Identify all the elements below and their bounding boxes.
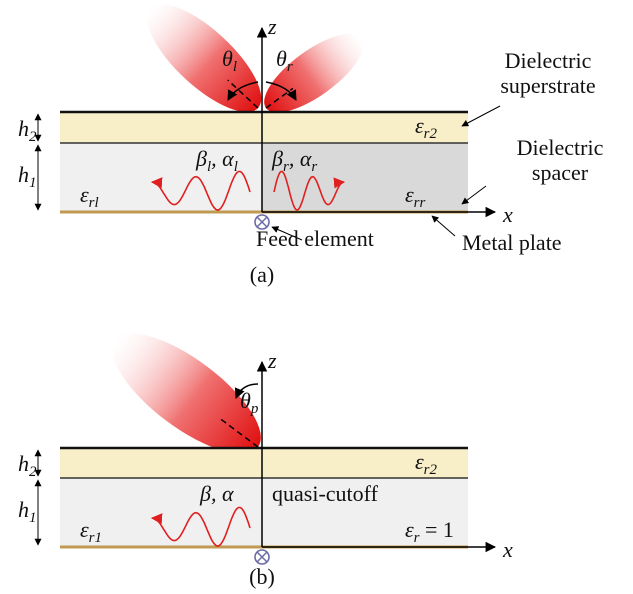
math-part: h	[18, 451, 29, 476]
math-part: 1	[29, 510, 37, 526]
math-label: εr2	[415, 449, 438, 478]
label: superstrate	[500, 73, 595, 98]
label: z	[267, 14, 277, 39]
math-label: εr2	[415, 113, 438, 142]
math-part: l	[233, 59, 237, 75]
math-label: h2	[18, 116, 37, 145]
math-label: βr, αr	[271, 146, 317, 175]
wave	[150, 170, 251, 211]
math-label: βl, αl	[195, 146, 238, 175]
math-part: l	[207, 159, 211, 175]
angle-arc	[265, 81, 297, 101]
label: z	[267, 348, 277, 373]
label: spacer	[532, 160, 589, 185]
math-part: r	[311, 159, 317, 175]
beam	[112, 333, 261, 454]
line	[461, 185, 487, 205]
wave	[273, 170, 346, 211]
math-part: r	[287, 59, 293, 75]
math-part: = 1	[420, 517, 454, 542]
math-label: β, α	[199, 481, 234, 506]
layer	[60, 478, 468, 547]
math-part: r1	[89, 530, 102, 546]
math-label: h1	[18, 497, 37, 526]
label: (a)	[250, 262, 274, 287]
math-part: h	[18, 497, 29, 522]
layout	[34, 3, 501, 565]
beam	[146, 3, 262, 113]
math-part: ε	[405, 517, 414, 542]
math-label: εr1	[80, 517, 102, 546]
math-part: β	[195, 146, 207, 171]
math-part: ε	[415, 449, 424, 474]
angle-arc	[234, 383, 259, 399]
math-part: ε	[415, 113, 424, 138]
math-part: θ	[276, 46, 287, 71]
label: quasi-cutoff	[272, 481, 379, 506]
line	[217, 416, 259, 448]
wave	[150, 506, 251, 547]
math-part: p	[250, 401, 259, 417]
line	[256, 551, 268, 563]
label: Dielectric	[505, 48, 592, 73]
math-part: r2	[424, 462, 438, 478]
line	[227, 79, 259, 109]
line	[256, 216, 268, 228]
math-part: , α	[289, 146, 312, 171]
layer	[60, 112, 468, 143]
math-part: β	[271, 146, 283, 171]
math-part: r	[283, 159, 289, 175]
math-part: ε	[405, 182, 414, 207]
math-part: ε	[80, 517, 89, 542]
label: Feed element	[256, 226, 374, 251]
label: (b)	[249, 564, 275, 589]
math-label: h2	[18, 451, 37, 480]
math-part: θ	[222, 46, 233, 71]
label: Metal plate	[462, 230, 562, 255]
math-label: εrr	[405, 182, 426, 211]
label: x	[502, 537, 513, 562]
math-part: h	[18, 162, 29, 187]
math-part: θ	[240, 388, 251, 413]
line	[265, 87, 294, 109]
math-part: h	[18, 116, 29, 141]
math-label: θl	[222, 46, 237, 75]
label: x	[502, 202, 513, 227]
math-label: h1	[18, 162, 37, 191]
math-label: θr	[276, 46, 293, 75]
math-label: θp	[240, 388, 259, 417]
math-part: ε	[80, 182, 89, 207]
math-part: 1	[29, 175, 37, 191]
label: Dielectric	[517, 135, 604, 160]
math-label: εrl	[80, 182, 99, 211]
math-part: 2	[29, 129, 37, 145]
math-part: 2	[29, 464, 37, 480]
math-part: rr	[414, 195, 426, 211]
line	[461, 105, 501, 127]
layer	[262, 143, 468, 212]
angle-arc	[227, 81, 259, 101]
line	[271, 226, 303, 241]
layer	[60, 448, 468, 478]
math-part: l	[234, 159, 238, 175]
math-part: r	[414, 530, 420, 546]
math-part: , α	[211, 146, 234, 171]
math-part: rl	[89, 195, 99, 211]
math-label: εr = 1	[405, 517, 454, 546]
math-part: β, α	[199, 481, 234, 506]
math-part: r2	[424, 126, 438, 142]
line	[431, 215, 456, 237]
